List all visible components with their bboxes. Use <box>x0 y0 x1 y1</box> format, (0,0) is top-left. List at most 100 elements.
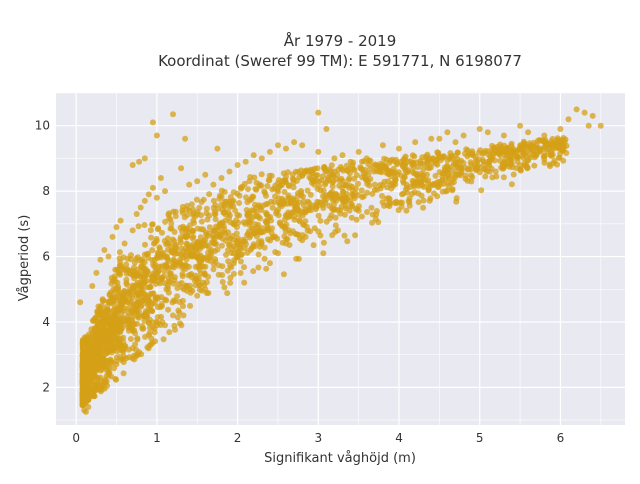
scatter-point <box>287 230 294 237</box>
scatter-point <box>212 216 219 223</box>
scatter-point <box>183 206 190 213</box>
scatter-point <box>94 348 101 355</box>
scatter-point <box>247 247 254 253</box>
scatter-point <box>469 151 476 157</box>
scatter-point <box>476 169 483 176</box>
scatter-point <box>266 148 273 155</box>
scatter-point <box>210 204 217 211</box>
scatter-point <box>406 202 413 209</box>
scatter-point <box>151 240 157 247</box>
scatter-point <box>541 152 548 159</box>
scatter-point <box>89 358 96 365</box>
scatter-point <box>481 166 488 173</box>
scatter-point <box>557 126 564 132</box>
scatter-point <box>368 204 375 211</box>
x-axis-ticks: 0 1 2 3 4 5 6 <box>72 431 564 445</box>
scatter-point <box>142 311 149 318</box>
x-axis-title: Signifikant våghöjd (m) <box>264 451 416 466</box>
scatter-point <box>89 283 96 289</box>
scatter-point <box>202 171 209 178</box>
scatter-point <box>347 158 354 165</box>
scatter-point <box>314 202 321 209</box>
scatter-point <box>102 337 109 344</box>
scatter-point <box>348 214 355 221</box>
scatter-point <box>206 191 213 198</box>
scatter-point <box>116 307 123 314</box>
scatter-point <box>524 165 531 172</box>
scatter-point <box>415 199 422 206</box>
scatter-point <box>336 182 343 189</box>
scatter-point <box>111 344 118 351</box>
scatter-point <box>422 177 429 183</box>
scatter-point <box>460 160 467 166</box>
scatter-point <box>535 145 542 152</box>
scatter-point <box>227 194 234 201</box>
scatter-point <box>446 154 453 161</box>
scatter-point <box>268 172 275 179</box>
scatter-point <box>401 173 408 180</box>
scatter-point <box>180 303 186 310</box>
scatter-point <box>499 148 506 155</box>
scatter-point <box>93 269 100 276</box>
scatter-point <box>268 229 275 236</box>
scatter-point <box>108 349 115 356</box>
scatter-point <box>144 268 151 275</box>
scatter-point <box>165 246 171 253</box>
scatter-point <box>261 255 268 262</box>
scatter-point <box>140 325 147 332</box>
scatter-point <box>502 155 509 162</box>
scatter-point <box>464 177 471 184</box>
scatter-point <box>132 330 139 337</box>
x-tick-label: 2 <box>234 431 242 445</box>
scatter-point <box>202 286 209 293</box>
scatter-point <box>177 234 184 241</box>
scatter-point <box>253 213 260 220</box>
scatter-point <box>343 162 350 169</box>
scatter-point <box>452 168 459 175</box>
scatter-point <box>331 206 338 213</box>
scatter-point <box>161 267 168 274</box>
scatter-point <box>246 221 253 228</box>
scatter-point <box>179 271 186 277</box>
scatter-point <box>247 232 254 239</box>
scatter-point <box>218 175 225 181</box>
scatter-point <box>153 132 160 139</box>
scatter-point <box>108 280 115 287</box>
scatter-point <box>443 168 449 175</box>
scatter-point <box>117 217 124 224</box>
scatter-point <box>250 152 257 159</box>
scatter-point <box>170 264 177 271</box>
scatter-point <box>120 298 127 305</box>
scatter-point <box>424 151 431 158</box>
scatter-point <box>517 143 524 150</box>
scatter-point <box>565 116 572 123</box>
scatter-point <box>330 173 337 180</box>
scatter-point <box>165 306 172 313</box>
scatter-point <box>194 178 201 185</box>
scatter-point <box>92 315 99 322</box>
scatter-point <box>308 207 315 214</box>
scatter-point <box>160 336 167 343</box>
scatter-point <box>369 219 376 226</box>
scatter-point <box>206 212 213 219</box>
scatter-point <box>130 352 137 359</box>
scatter-point <box>276 201 283 207</box>
scatter-point <box>114 331 121 338</box>
scatter-point <box>256 203 263 210</box>
scatter-point <box>126 269 133 276</box>
scatter-point <box>283 145 289 152</box>
scatter-point <box>256 243 263 250</box>
scatter-point <box>182 135 189 142</box>
scatter-point <box>220 229 227 236</box>
scatter-point <box>133 211 140 217</box>
scatter-point <box>197 234 204 241</box>
y-tick-label: 6 <box>42 250 50 264</box>
scatter-point <box>81 377 88 384</box>
scatter-point <box>369 211 376 218</box>
x-tick-label: 3 <box>314 431 322 445</box>
scatter-point <box>194 211 201 218</box>
scatter-point <box>473 165 479 172</box>
scatter-point <box>80 341 87 348</box>
scatter-point <box>353 216 360 223</box>
scatter-point <box>183 231 190 238</box>
